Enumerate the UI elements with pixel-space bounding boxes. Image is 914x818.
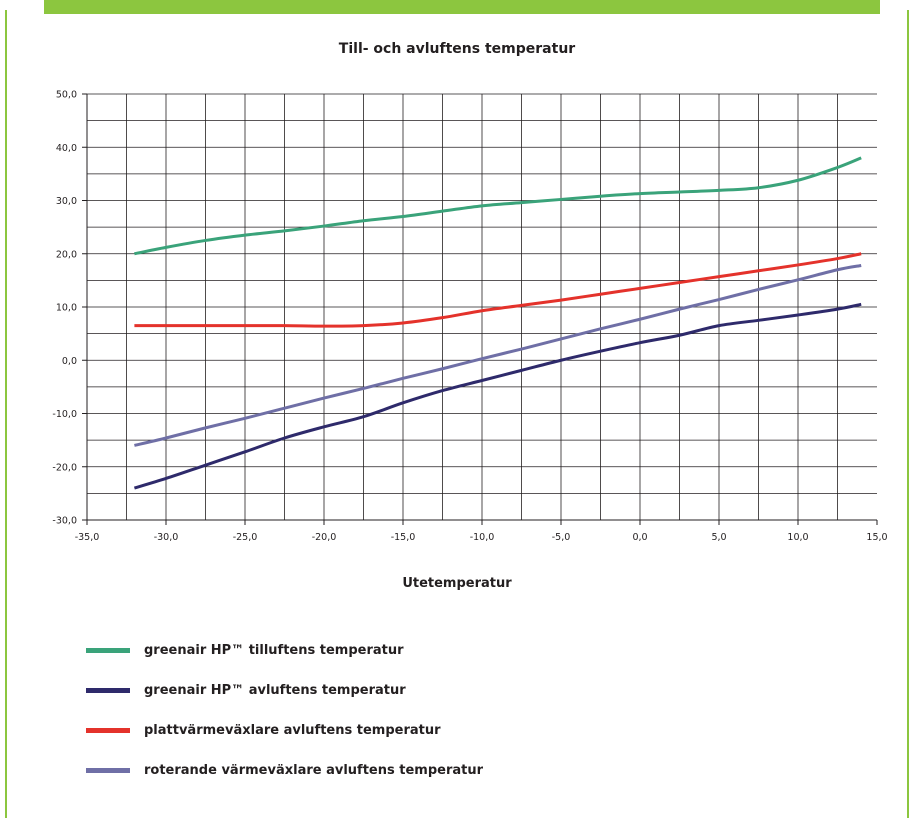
x-tick-label: -25,0 — [233, 532, 258, 543]
y-tick-label: -10,0 — [52, 409, 77, 420]
y-tick-label: 0,0 — [62, 356, 77, 367]
tick-labels: -30,0 -20,0 -10,0 0,0 10,0 20,0 30,0 40,0 50,0 -3… — [52, 90, 887, 544]
x-tick-label: 15,0 — [866, 532, 887, 543]
x-tick-label: -15,0 — [391, 532, 416, 543]
x-tick-label: 5,0 — [711, 532, 726, 543]
x-tick-label: -35,0 — [75, 532, 100, 543]
x-tick-label: -5,0 — [552, 532, 571, 543]
x-tick-label: 0,0 — [632, 532, 647, 543]
legend-label: plattvärmeväxlare avluftens temperatur — [144, 722, 441, 738]
y-tick-label: 50,0 — [56, 90, 77, 101]
legend: greenair HP™ tilluftens temperatur greena… — [86, 630, 483, 790]
grid — [87, 93, 877, 520]
y-tick-label: 30,0 — [56, 196, 77, 207]
right-border — [907, 10, 909, 818]
legend-item: plattvärmeväxlare avluftens temperatur — [86, 710, 483, 750]
legend-item: roterande värmeväxlare avluftens tempera… — [86, 750, 483, 790]
legend-label: greenair HP™ avluftens temperatur — [144, 682, 406, 698]
y-tick-label: 10,0 — [56, 303, 77, 314]
legend-swatch — [86, 687, 130, 693]
series-line-3 — [134, 252, 862, 328]
x-tick-label: 10,0 — [787, 532, 808, 543]
series-lines — [133, 156, 862, 490]
left-border — [5, 10, 7, 818]
series-line-1 — [134, 156, 862, 256]
y-tick-label: 20,0 — [56, 249, 77, 260]
legend-label: roterande värmeväxlare avluftens tempera… — [144, 762, 484, 778]
legend-swatch — [86, 647, 130, 653]
series-line-2 — [133, 302, 862, 490]
legend-swatch — [86, 727, 130, 733]
y-tick-label: 40,0 — [56, 143, 77, 154]
x-tick-label: -10,0 — [470, 532, 495, 543]
legend-label: greenair HP™ tilluftens temperatur — [144, 642, 404, 658]
top-accent-band — [44, 0, 880, 14]
axes — [82, 93, 878, 525]
y-tick-label: -20,0 — [52, 462, 77, 473]
x-axis-title: Utetemperatur — [402, 576, 512, 591]
legend-item: greenair HP™ avluftens temperatur — [86, 670, 483, 710]
chart-title: Till- och avluftens temperatur — [338, 41, 576, 57]
legend-item: greenair HP™ tilluftens temperatur — [86, 630, 483, 670]
legend-swatch — [86, 767, 130, 773]
y-tick-label: -30,0 — [52, 516, 77, 527]
x-tick-label: -30,0 — [154, 532, 179, 543]
series-line-4 — [134, 263, 862, 447]
x-tick-label: -20,0 — [312, 532, 337, 543]
